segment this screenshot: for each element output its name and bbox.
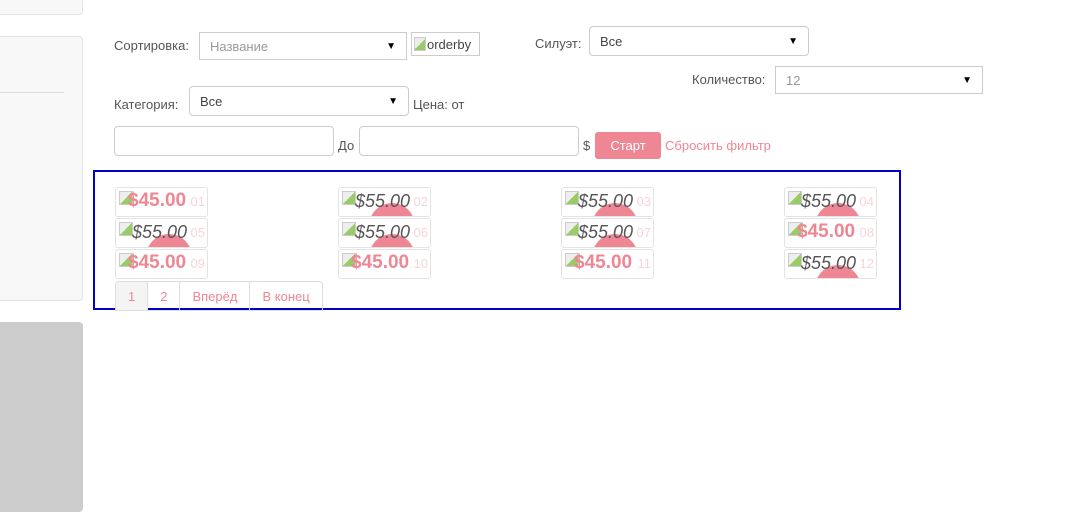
product-price: $55.00 — [355, 222, 411, 242]
product-number: 01 — [190, 194, 205, 209]
page-2-link[interactable]: 2 — [148, 282, 181, 310]
currency-label: $ — [583, 138, 591, 153]
product-card[interactable]: 01 $45.00 — [115, 187, 208, 217]
product-number: 03 — [636, 194, 651, 209]
product-number: 06 — [413, 225, 428, 240]
product-number: 11 — [637, 256, 652, 271]
broken-image-icon — [565, 222, 579, 236]
price-from-input[interactable] — [114, 126, 334, 156]
product-card[interactable]: 08 $45.00 — [784, 218, 877, 248]
product-card[interactable]: 09 $45.00 — [115, 249, 208, 279]
product-number: 05 — [190, 225, 205, 240]
broken-image-icon — [414, 37, 426, 51]
quantity-select[interactable]: 12 ▼ — [775, 66, 983, 94]
product-card[interactable]: 12 $55.00 — [784, 249, 877, 279]
product-card[interactable]: 02 $55.00 — [338, 187, 431, 217]
broken-image-icon — [788, 253, 802, 267]
broken-image-icon — [788, 222, 802, 236]
start-button[interactable]: Старт — [595, 132, 661, 159]
silhouette-value: Все — [600, 33, 623, 49]
silhouette-select[interactable]: Все ▼ — [589, 26, 809, 56]
last-page-link[interactable]: В конец — [262, 288, 310, 304]
product-price: $45.00 — [574, 252, 633, 273]
product-price: $55.00 — [132, 222, 188, 242]
chevron-down-icon: ▼ — [962, 74, 972, 86]
product-price: $55.00 — [578, 222, 634, 242]
product-number: 12 — [859, 256, 874, 271]
product-price: $45.00 — [128, 190, 187, 211]
product-number: 02 — [413, 194, 428, 209]
silhouette-label: Силуэт: — [535, 36, 582, 51]
product-card[interactable]: 06 $55.00 — [338, 218, 431, 248]
badge-shape — [815, 265, 861, 278]
chevron-down-icon: ▼ — [386, 40, 396, 52]
broken-image-icon — [119, 253, 133, 267]
broken-image-icon — [119, 222, 133, 236]
broken-image-icon — [119, 191, 133, 205]
broken-image-icon — [342, 222, 356, 236]
product-card[interactable]: 10 $45.00 — [338, 249, 431, 279]
product-number: 08 — [859, 225, 874, 240]
next-page-link[interactable]: Вперёд — [180, 282, 251, 310]
product-card[interactable]: 07 $55.00 — [561, 218, 654, 248]
sidebar-panel — [0, 36, 83, 301]
pagination: 1 2 Вперёд В конец — [115, 281, 323, 311]
product-card[interactable]: 03 $55.00 — [561, 187, 654, 217]
quantity-value: 12 — [786, 72, 801, 88]
broken-image-icon — [342, 253, 356, 267]
chevron-down-icon: ▼ — [788, 35, 798, 47]
product-number: 07 — [636, 225, 651, 240]
price-to-input[interactable] — [359, 126, 579, 156]
category-value: Все — [200, 93, 223, 109]
sidebar-block — [0, 322, 83, 512]
product-listing — [93, 170, 901, 310]
sidebar-panel-top — [0, 0, 83, 15]
badge-shape — [369, 234, 415, 247]
orderby-alt: orderby — [427, 36, 472, 52]
badge-shape — [592, 234, 638, 247]
product-price: $45.00 — [797, 221, 856, 242]
product-price: $55.00 — [578, 191, 634, 211]
product-number: 09 — [190, 256, 205, 271]
badge-shape — [146, 234, 192, 247]
product-card[interactable]: 11 $45.00 — [561, 249, 654, 279]
page-1-link[interactable]: 1 — [116, 282, 149, 310]
product-price: $55.00 — [801, 253, 857, 273]
product-card[interactable]: 05 $55.00 — [115, 218, 208, 248]
reset-filter-link[interactable]: Сбросить фильтр — [665, 138, 771, 153]
quantity-label: Количество: — [692, 72, 766, 87]
broken-image-icon — [788, 191, 802, 205]
category-label: Категория: — [114, 97, 179, 112]
product-number: 10 — [413, 256, 428, 271]
category-select[interactable]: Все ▼ — [189, 86, 409, 116]
orderby-button[interactable]: orderby — [411, 32, 480, 56]
price-to-label: До — [338, 138, 355, 153]
sort-label: Сортировка: — [114, 38, 189, 53]
chevron-down-icon: ▼ — [388, 95, 398, 107]
product-card[interactable]: 04 $55.00 — [784, 187, 877, 217]
price-from-label: Цена: от — [413, 97, 465, 112]
divider — [0, 92, 64, 93]
sort-value: Название — [210, 38, 269, 54]
product-price: $55.00 — [801, 191, 857, 211]
badge-shape — [369, 203, 415, 216]
broken-image-icon — [342, 191, 356, 205]
broken-image-icon — [565, 253, 579, 267]
sort-select[interactable]: Название ▼ — [199, 32, 407, 60]
broken-image-icon — [565, 191, 579, 205]
badge-shape — [815, 203, 861, 216]
product-number: 04 — [859, 194, 874, 209]
product-price: $55.00 — [355, 191, 411, 211]
badge-shape — [592, 203, 638, 216]
product-price: $45.00 — [128, 252, 187, 273]
product-price: $45.00 — [351, 252, 410, 273]
